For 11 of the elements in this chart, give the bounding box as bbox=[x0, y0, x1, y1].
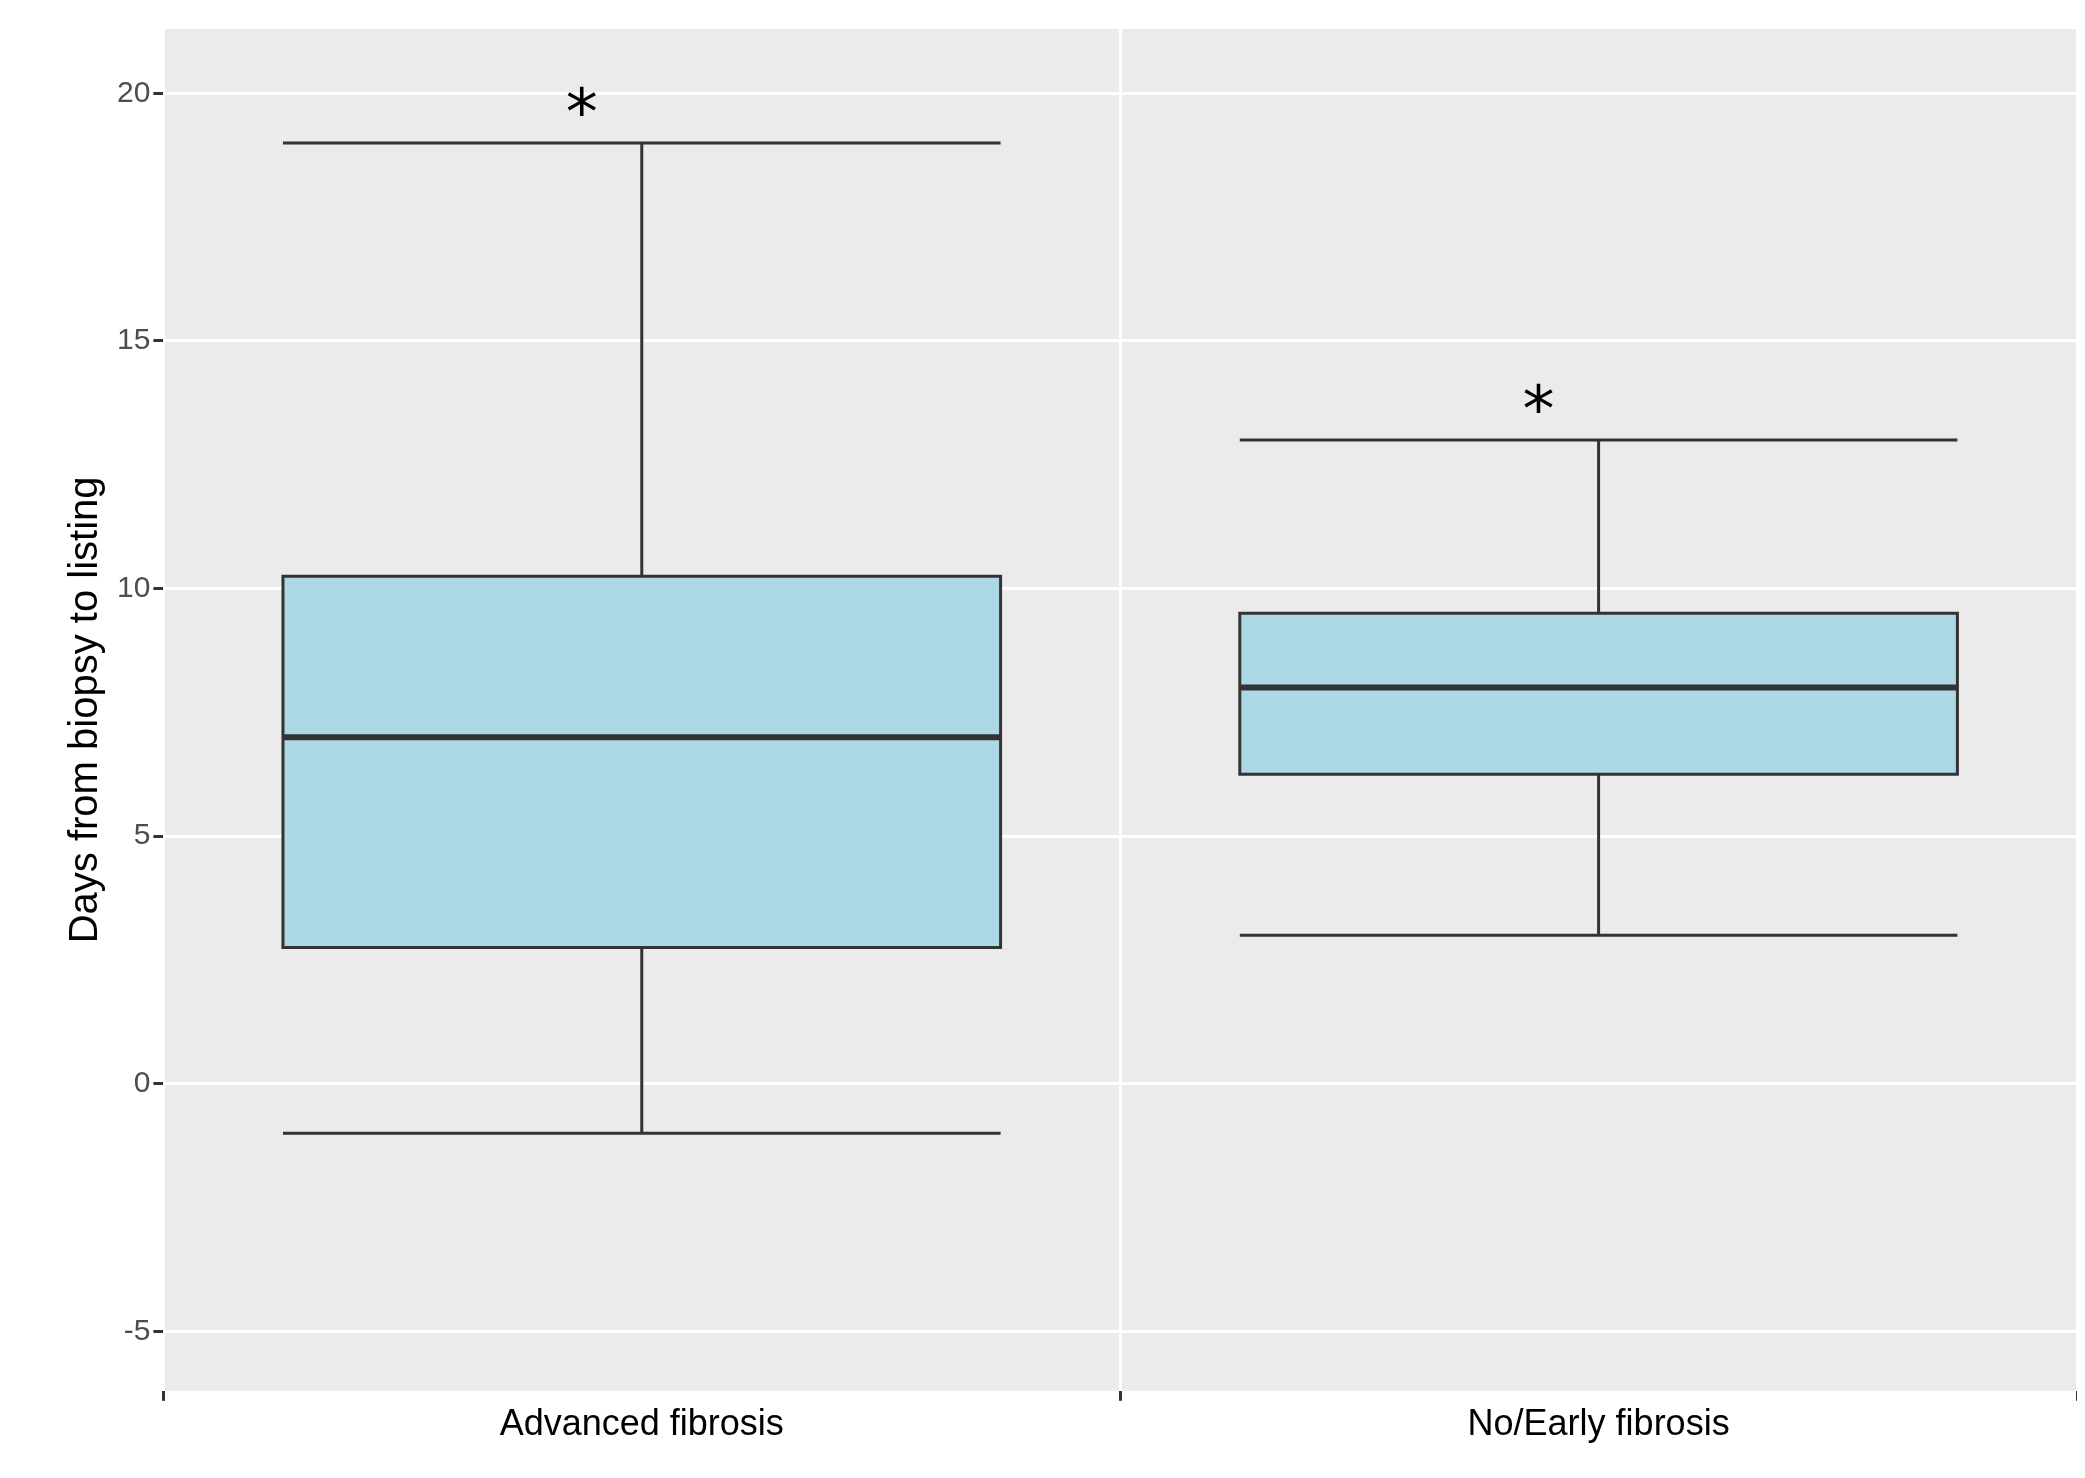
y-tick-label: 5 bbox=[133, 817, 151, 851]
y-tick-label: 15 bbox=[116, 322, 151, 356]
annotation: * bbox=[1522, 371, 1555, 446]
y-tick-label: 10 bbox=[116, 569, 151, 603]
x-tick-label: Advanced fibrosis bbox=[499, 1402, 784, 1444]
y-tick-label: 0 bbox=[133, 1065, 151, 1099]
y-axis-title: Days from biopsy to listing bbox=[61, 476, 106, 944]
annotation: * bbox=[565, 74, 598, 149]
x-tick-label: No/Early fibrosis bbox=[1467, 1402, 1730, 1444]
y-tick-label: 20 bbox=[116, 74, 151, 108]
y-tick-label: -5 bbox=[123, 1312, 151, 1346]
